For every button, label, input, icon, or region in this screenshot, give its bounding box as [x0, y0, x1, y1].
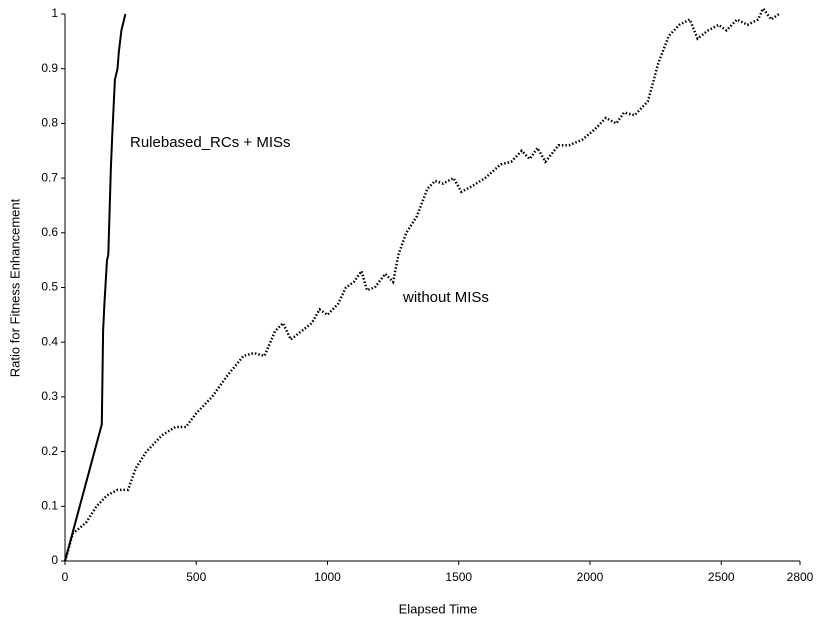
y-axis-label: Ratio for Fitness Enhancement — [7, 198, 22, 377]
y-tick-label: 0.8 — [41, 116, 58, 130]
x-tick-label: 1000 — [314, 570, 341, 584]
y-tick-label: 0 — [51, 553, 58, 567]
series-label: without MISs — [402, 289, 489, 306]
y-tick-label: 0.2 — [41, 444, 58, 458]
series-label: Rulebased_RCs + MISs — [130, 134, 291, 151]
x-tick-label: 2500 — [708, 570, 735, 584]
series-line — [64, 13, 127, 562]
series-line — [63, 6, 780, 562]
y-tick-label: 0.9 — [41, 61, 58, 75]
x-tick-label: 500 — [186, 570, 206, 584]
y-tick-label: 0.7 — [41, 170, 58, 184]
x-tick-label: 0 — [62, 570, 69, 584]
x-tick-label: 2000 — [577, 570, 604, 584]
x-axis-label: Elapsed Time — [399, 601, 478, 616]
y-tick-label: 0.4 — [41, 334, 58, 348]
y-tick-label: 0.6 — [41, 225, 58, 239]
x-tick-label: 1500 — [445, 570, 472, 584]
x-tick-label: 2800 — [787, 570, 814, 584]
y-tick-label: 0.1 — [41, 498, 58, 512]
y-tick-label: 0.3 — [41, 389, 58, 403]
y-tick-label: 0.5 — [41, 280, 58, 294]
y-tick-label: 1 — [51, 6, 58, 20]
